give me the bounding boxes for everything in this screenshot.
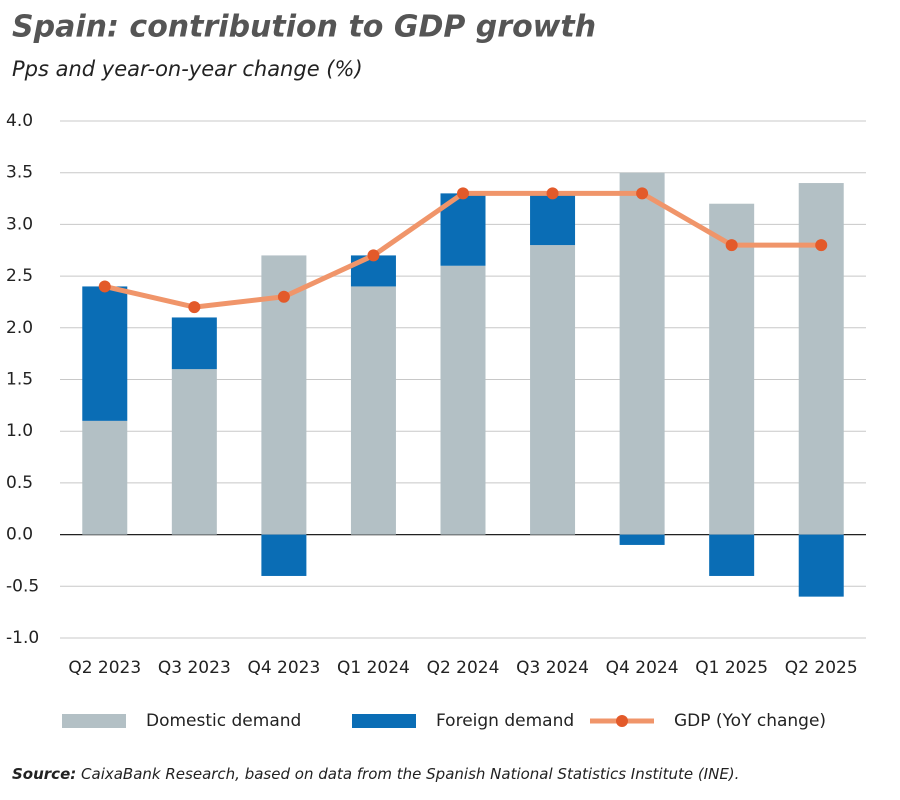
y-tick-label: 3.0 [6, 214, 33, 234]
y-tick-label: 3.5 [6, 163, 33, 183]
x-tick-label: Q1 2024 [337, 658, 410, 678]
legend-swatch [62, 714, 126, 728]
source: Source: CaixaBank Research, based on dat… [12, 765, 739, 783]
bar [709, 203, 755, 535]
marker [457, 187, 469, 200]
legend-label: GDP (YoY change) [674, 711, 826, 731]
bar [619, 172, 665, 535]
legend-label: Foreign demand [436, 711, 574, 731]
y-tick-label: 1.0 [6, 421, 33, 441]
bar [709, 534, 755, 576]
marker [636, 187, 649, 200]
chart-subtitle: Pps and year-on-year change (%) [12, 57, 363, 81]
chart-title: Spain: contribution to GDP growth [12, 10, 596, 45]
x-tick-label: Q2 2025 [785, 658, 858, 678]
source-text: CaixaBank Research, based on data from t… [81, 765, 739, 783]
marker [367, 249, 380, 262]
x-tick-label: Q3 2024 [516, 658, 589, 678]
bar [440, 265, 486, 535]
x-tick-label: Q4 2023 [247, 658, 320, 678]
bar [530, 193, 576, 246]
source-label: Source: [12, 765, 76, 783]
bar [82, 420, 128, 535]
marker [277, 290, 290, 303]
x-tick-label: Q1 2025 [695, 658, 768, 678]
bar [171, 369, 217, 535]
y-tick-label: 0.5 [6, 473, 33, 493]
x-tick-label: Q2 2023 [68, 658, 141, 678]
marker [188, 301, 201, 314]
y-tick-label: -1.0 [6, 628, 39, 648]
marker [725, 239, 738, 252]
bar [619, 534, 665, 545]
bar [798, 183, 844, 535]
y-tick-label: 2.5 [6, 266, 33, 286]
y-tick-label: 0.0 [6, 525, 33, 545]
legend-label: Domestic demand [146, 711, 301, 731]
x-tick-label: Q2 2024 [427, 658, 500, 678]
y-tick-label: 4.0 [6, 111, 33, 131]
y-tick-label: 2.0 [6, 318, 33, 338]
x-tick-label: Q3 2023 [158, 658, 231, 678]
y-tick-label: 1.5 [6, 370, 33, 390]
bar [82, 286, 128, 421]
marker [98, 280, 111, 293]
bar [350, 286, 396, 535]
bar [171, 317, 217, 370]
bar [798, 534, 844, 597]
legend-swatch [352, 714, 416, 728]
x-tick-label: Q4 2024 [606, 658, 679, 678]
y-tick-label: -0.5 [6, 576, 39, 596]
bar [261, 534, 307, 576]
legend-marker [616, 715, 628, 727]
marker [546, 187, 559, 200]
marker [815, 239, 828, 252]
bar [530, 245, 576, 535]
